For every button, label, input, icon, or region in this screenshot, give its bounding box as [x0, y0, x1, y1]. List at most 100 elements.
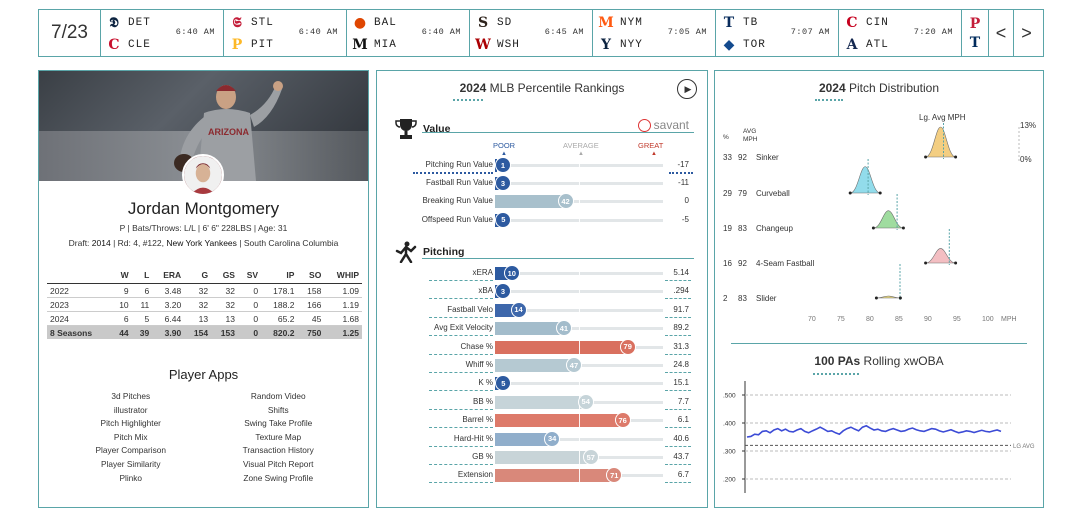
percentile-row[interactable]: Fastball Velo 14 91.7: [377, 301, 707, 318]
percentile-row[interactable]: Hard-Hit % 34 40.6: [377, 430, 707, 447]
home-team: W WSH: [475, 37, 520, 53]
scoreboard-date[interactable]: 7/23: [39, 10, 101, 56]
player-app-link[interactable]: illustrator: [113, 404, 148, 415]
pitch-usage-pct: 19: [723, 224, 732, 233]
svg-text:ARIZONA: ARIZONA: [208, 127, 249, 137]
stats-header-cell[interactable]: WHIP: [324, 267, 362, 284]
pitch-range-dot: [848, 191, 852, 195]
home-team: Y NYY: [599, 37, 643, 53]
percentile-dot: 14: [510, 301, 527, 318]
draft-team-link[interactable]: New York Yankees: [166, 238, 237, 248]
row-divider: [429, 408, 493, 410]
percentile-row[interactable]: xERA 10 5.14: [377, 265, 707, 281]
player-app-link[interactable]: Shifts: [267, 404, 289, 415]
game-time: 7:20 AM: [913, 27, 953, 37]
player-app-link[interactable]: Texture Map: [255, 431, 302, 442]
pitch-name: Changeup: [756, 224, 793, 233]
scoreboard-game[interactable]: T TB ◆ TOR 7:07 AM: [716, 10, 839, 56]
average-marker: [579, 430, 580, 447]
scoreboard-game[interactable]: S SD W WSH 6:45 AM: [470, 10, 593, 56]
game-partial[interactable]: P T: [962, 10, 989, 56]
pitch-row[interactable]: 16 92 4-Seam Fastball: [723, 229, 958, 268]
draft-round: | Rd: 4, #122,: [110, 238, 167, 248]
scoreboard-next-button[interactable]: >: [1021, 22, 1032, 43]
play-button[interactable]: ▶: [677, 79, 697, 99]
percentile-dot: 10: [503, 265, 520, 281]
team-logo-icon: T: [969, 34, 981, 51]
percentile-row[interactable]: Breaking Run Value 42 0: [377, 193, 707, 210]
row-divider: [429, 427, 493, 429]
scoreboard-game[interactable]: ● BAL M MIA 6:40 AM: [347, 10, 470, 56]
percentile-row[interactable]: BB % 54 7.7: [377, 393, 707, 410]
percentile-row[interactable]: Pitching Run Value 1 -17: [377, 157, 707, 173]
scoreboard-prev-button[interactable]: <: [989, 10, 1014, 56]
stats-header-cell[interactable]: SO: [297, 267, 325, 284]
scoreboard-game[interactable]: C CIN A ATL 7:20 AM: [839, 10, 962, 56]
stats-cell: 2024: [47, 311, 112, 326]
player-app-link[interactable]: Visual Pitch Report: [243, 458, 314, 469]
player-app-link[interactable]: Zone Swing Profile: [243, 472, 314, 483]
pitch-usage-pct: 16: [723, 259, 732, 268]
percentile-row[interactable]: Avg Exit Velocity 41 89.2: [377, 320, 707, 337]
percentile-metric-label: xBA: [478, 286, 493, 296]
player-app-link[interactable]: Plinko: [119, 472, 143, 483]
stats-header-cell[interactable]: ERA: [152, 267, 185, 284]
percentile-row[interactable]: Barrel % 76 6.1: [377, 412, 707, 429]
team-logo-icon: C: [846, 14, 859, 31]
percentile-row[interactable]: Whiff % 47 24.8: [377, 357, 707, 373]
stats-cell: 8 Seasons: [47, 325, 112, 339]
player-app-link[interactable]: 3d Pitches: [111, 391, 151, 401]
trophy-icon: [395, 119, 417, 139]
rolling-title: 100 PAs Rolling xwOBA: [814, 354, 944, 368]
percentile-metric-value: -17: [677, 160, 689, 169]
percentile-row[interactable]: Offspeed Run Value 5 -5: [377, 211, 707, 228]
rolling-xwoba-chart: .500 .400 .300 .200 LG AVG: [723, 381, 1035, 493]
stats-cell: 1.19: [324, 297, 362, 312]
percentile-row[interactable]: GB % 57 43.7: [377, 449, 707, 465]
row-divider: [665, 482, 691, 484]
pitch-row[interactable]: 29 79 Curveball: [723, 159, 882, 198]
x-tick-label: 90: [924, 316, 932, 321]
percentile-row[interactable]: K % 5 15.1: [377, 375, 707, 392]
stats-header-cell[interactable]: G: [184, 267, 212, 284]
pitch-avg-mph: 79: [738, 189, 747, 198]
player-app-link[interactable]: Random Video: [250, 391, 306, 401]
game-time: 7:05 AM: [667, 27, 707, 37]
percentile-row[interactable]: xBA 3 .294: [377, 283, 707, 300]
stats-header-cell[interactable]: W: [111, 267, 132, 284]
player-app-link[interactable]: Player Similarity: [101, 458, 161, 469]
scoreboard-game[interactable]: 𝕯 DET C CLE 6:40 AM: [101, 10, 224, 56]
col-mph-header: MPH: [743, 136, 758, 143]
scoreboard-game[interactable]: M NYM Y NYY 7:05 AM: [593, 10, 716, 56]
pitch-row[interactable]: 2 83 Slider: [723, 264, 902, 303]
savant-logo: savant: [637, 118, 689, 132]
pitch-name: Sinker: [756, 153, 779, 162]
x-tick-label: 95: [953, 316, 961, 321]
stats-header-cell[interactable]: L: [131, 267, 153, 284]
player-app-link[interactable]: Pitch Highlighter: [100, 418, 161, 429]
pitch-usage-pct: 2: [723, 294, 728, 303]
away-team: M NYM: [598, 15, 643, 31]
percentile-dot: 57: [582, 449, 599, 465]
stats-header-cell[interactable]: SV: [237, 267, 262, 284]
stats-header-cell[interactable]: [47, 267, 112, 284]
percentile-dot: 47: [565, 357, 582, 373]
percentile-row[interactable]: Extension 71 6.7: [377, 467, 707, 484]
row-divider: [665, 280, 691, 281]
pitch-row[interactable]: 19 83 Changeup: [723, 194, 905, 233]
player-app-link[interactable]: Swing Take Profile: [244, 418, 313, 429]
stats-header-cell[interactable]: IP: [261, 267, 298, 284]
away-team: C CIN: [845, 14, 889, 31]
away-team: 𝕾 STL: [230, 15, 274, 31]
row-divider: [665, 353, 691, 355]
pitch-row[interactable]: 33 92 Sinker: [723, 123, 958, 162]
stats-header-cell[interactable]: GS: [211, 267, 238, 284]
percentile-row[interactable]: Fastball Run Value 3 -11: [377, 175, 707, 192]
player-app-link[interactable]: Transaction History: [242, 445, 314, 456]
player-app-link[interactable]: Player Comparison: [95, 445, 167, 456]
percentile-dot: 5: [495, 375, 512, 392]
player-draft-info: Draft: 2014 | Rd: 4, #122, New York Yank…: [39, 238, 368, 248]
scoreboard-game[interactable]: 𝕾 STL P PIT 6:40 AM: [224, 10, 347, 56]
player-app-link[interactable]: Pitch Mix: [113, 431, 148, 442]
percentile-row[interactable]: Chase % 79 31.3: [377, 338, 707, 355]
